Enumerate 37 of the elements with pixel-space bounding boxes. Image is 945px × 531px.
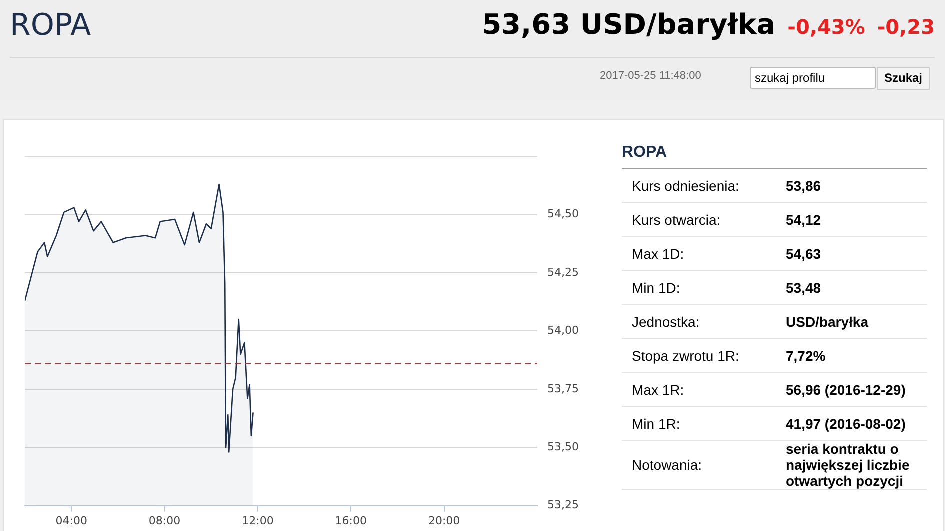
search-button: Szukaj [877, 67, 930, 90]
x-tick-label: 20:00 [428, 514, 460, 528]
y-tick-label: 54,25 [548, 266, 580, 279]
text: 53,63 USD/baryłka [482, 8, 776, 41]
text: 53,86 [786, 178, 822, 194]
text: Min 1D: [631, 280, 682, 296]
text: seria kontraktu o największej liczbie otwartych pozycji [786, 441, 911, 489]
text: Max 1R: [631, 382, 686, 398]
text: 53,48 [786, 280, 822, 296]
text: -0,43% [788, 15, 866, 39]
text: 7,72% [786, 348, 827, 364]
chart-title: ROPA [10, 8, 92, 43]
y-tick-label: 53,25 [548, 498, 580, 512]
x-tick-label: 04:00 [56, 514, 88, 528]
y-tick-label: 53,75 [548, 382, 580, 396]
y-tick-label: 54,50 [548, 208, 580, 221]
text: Notowania: [631, 457, 704, 473]
x-tick-label: 08:00 [148, 514, 181, 528]
text: Min 1R: [631, 416, 682, 432]
y-tick-label: 53,50 [548, 440, 580, 454]
text: 2017-05-25 11:48:00 [600, 70, 702, 82]
text: 56,96 (2016-12-29) [786, 382, 907, 398]
text: 41,97 (2016-08-02) [786, 416, 907, 432]
text: 54,63 [786, 246, 822, 262]
text: Max 1D: [631, 246, 686, 262]
text: Kurs odniesienia: [631, 178, 740, 194]
text: ROPA [622, 140, 927, 169]
text: Stopa zwrotu 1R: [631, 348, 740, 364]
search-field: szukaj profilu [750, 67, 876, 89]
text: USD/baryłka [786, 314, 870, 330]
y-tick-label: 54,00 [548, 324, 580, 338]
x-tick-label: 16:00 [335, 514, 367, 528]
text: Jednostka: [631, 314, 701, 330]
x-tick-label: 12:00 [242, 514, 274, 528]
text: -0,23 [877, 15, 935, 39]
text: Kurs otwarcia: [631, 212, 722, 228]
text: 54,12 [786, 212, 822, 228]
